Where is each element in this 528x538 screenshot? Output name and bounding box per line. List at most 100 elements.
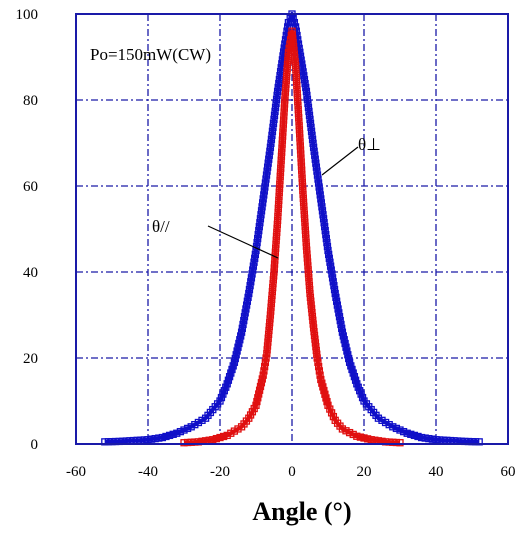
data-point-par [275, 192, 283, 200]
data-point-perp [305, 111, 314, 120]
data-point-par [291, 58, 299, 66]
data-point-par [299, 190, 307, 198]
data-point-par [268, 291, 276, 300]
data-point-par [282, 80, 290, 88]
data-point-perp [236, 336, 244, 344]
data-point-perp [338, 328, 347, 336]
data-point-par [316, 371, 324, 379]
x-tick-label: -60 [66, 464, 86, 480]
data-point-perp [316, 191, 324, 199]
y-tick-label: 60 [23, 179, 38, 195]
data-point-perp [254, 230, 262, 239]
data-point-perp [303, 95, 312, 104]
data-point-par [290, 50, 299, 58]
data-point-par [298, 170, 306, 178]
data-point-par [306, 293, 315, 301]
data-point-par [292, 78, 301, 86]
data-point-par [259, 371, 267, 379]
data-point-perp [338, 324, 346, 332]
data-point-par [295, 126, 304, 134]
data-point-par [254, 394, 262, 402]
condition-annotation: Po=150mW(CW) [90, 45, 211, 64]
data-point-par [294, 102, 302, 110]
data-point-par [279, 120, 288, 128]
data-point-par [269, 276, 277, 284]
data-point-par [291, 61, 300, 70]
data-point-par [275, 184, 284, 192]
data-point-perp [311, 151, 319, 159]
y-tick-label: 100 [16, 7, 39, 23]
data-point-par [274, 212, 282, 221]
data-point-perp [273, 87, 282, 96]
data-point-par [267, 299, 276, 307]
data-point-par [276, 180, 284, 188]
data-point-perp [259, 195, 267, 203]
data-point-par [307, 297, 315, 305]
data-point-perp [273, 91, 281, 100]
data-point-par [294, 98, 302, 106]
data-point-perp [325, 254, 333, 262]
data-point-perp [325, 250, 333, 259]
data-point-par [297, 158, 305, 166]
data-point-par [297, 150, 305, 158]
data-point-perp [327, 266, 335, 274]
data-point-perp [237, 332, 245, 340]
data-point-perp [316, 187, 324, 195]
data-point-perp [304, 99, 312, 108]
data-point-par [303, 258, 312, 266]
data-point-par [278, 140, 286, 148]
data-point-perp [301, 79, 309, 88]
data-point-par [272, 244, 280, 252]
data-point-perp [343, 347, 351, 355]
data-point-perp [321, 223, 329, 231]
data-point-par [290, 46, 298, 54]
data-point-par [280, 108, 288, 116]
data-point-par [300, 202, 308, 210]
data-point-perp [333, 301, 342, 309]
data-point-perp [328, 274, 337, 282]
data-point-perp [241, 309, 249, 317]
data-point-par [306, 285, 314, 294]
y-tick-label: 20 [23, 351, 38, 367]
data-point-par [308, 312, 317, 321]
data-point-par [272, 236, 280, 244]
data-point-par [274, 204, 282, 213]
data-point-perp [320, 219, 328, 227]
data-point-par [256, 382, 265, 391]
data-point-perp [266, 147, 274, 155]
data-point-par [279, 128, 287, 136]
data-point-perp [267, 135, 276, 143]
data-point-perp [265, 151, 273, 159]
data-point-par [292, 69, 300, 78]
data-point-par [283, 68, 291, 77]
data-point-perp [260, 191, 268, 199]
data-point-par [281, 96, 289, 104]
data-point-par [307, 301, 315, 309]
data-point-perp [300, 72, 308, 80]
data-point-par [321, 390, 329, 398]
data-point-par [278, 132, 287, 140]
data-point-par [300, 214, 309, 222]
data-point-perp [322, 234, 330, 243]
data-point-perp [308, 131, 316, 139]
data-point-par [301, 226, 310, 234]
data-point-par [270, 272, 278, 280]
data-point-perp [272, 95, 281, 104]
data-point-par [304, 270, 313, 278]
data-point-perp [328, 270, 336, 278]
data-point-perp [267, 139, 275, 147]
data-point-par [269, 283, 277, 292]
data-point-par [277, 156, 285, 164]
data-point-perp [339, 332, 347, 340]
data-point-perp [300, 76, 309, 84]
data-point-par [303, 254, 311, 262]
data-point-par [320, 386, 328, 395]
data-point-par [293, 94, 302, 102]
data-point-perp [266, 143, 275, 151]
data-point-par [311, 335, 319, 343]
data-point-par [296, 134, 304, 142]
data-point-perp [265, 155, 273, 163]
data-point-par [283, 64, 291, 73]
data-point-perp [257, 211, 265, 219]
